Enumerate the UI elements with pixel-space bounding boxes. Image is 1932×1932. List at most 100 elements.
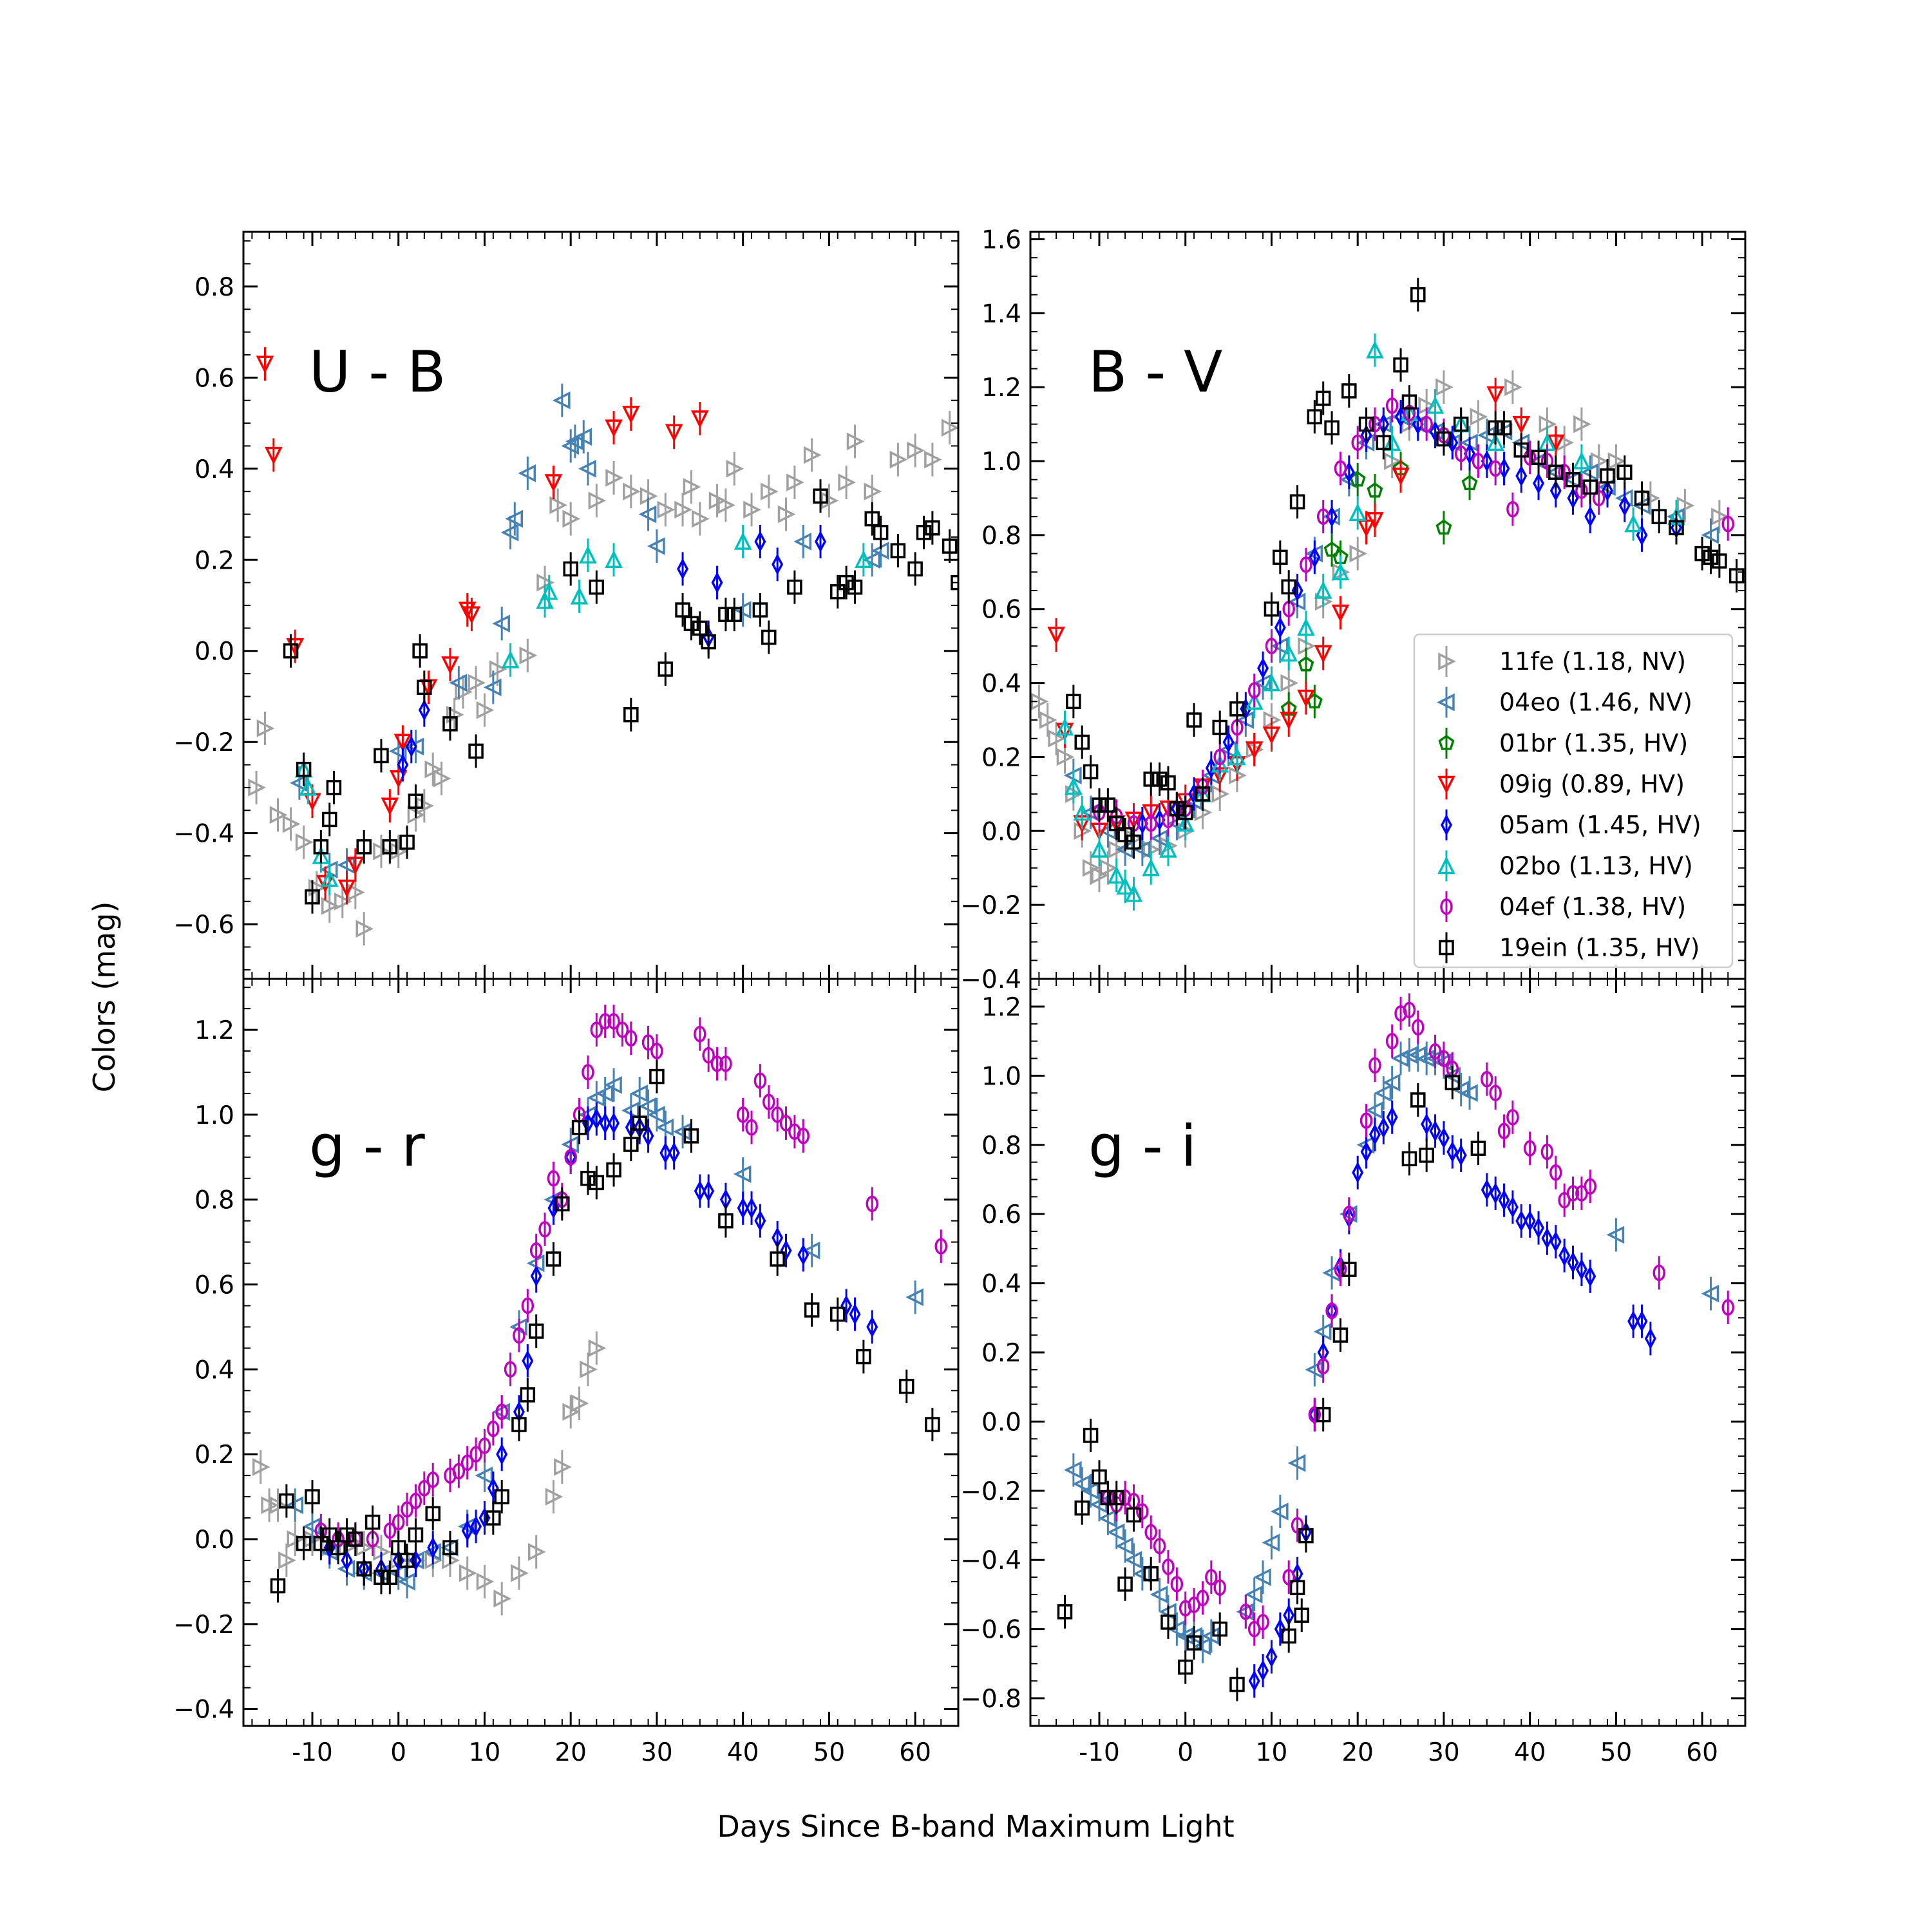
- panel-label-ub: U - B: [309, 339, 446, 405]
- data-point-11fe: [941, 419, 958, 437]
- data-point-04ef: [1721, 1299, 1735, 1316]
- data-point-11fe: [334, 892, 352, 911]
- data-point-05am: [694, 1180, 706, 1202]
- data-point-19ein: [864, 511, 880, 527]
- data-point-05am: [496, 1443, 508, 1465]
- data-point-19ein: [873, 525, 889, 540]
- legend-marker-09ig: [1437, 775, 1455, 794]
- data-point-04eo: [285, 1496, 303, 1515]
- data-point-09ig: [1047, 627, 1065, 645]
- data-point-04eo: [1305, 1361, 1323, 1379]
- data-point-11fe: [390, 842, 408, 860]
- data-point-11fe: [674, 500, 692, 519]
- data-point-05am: [1360, 424, 1372, 446]
- y-tick-label: 1.2: [194, 1016, 234, 1045]
- data-point-19ein: [1083, 1428, 1099, 1443]
- data-point-02bo: [501, 650, 520, 668]
- data-point-11fe: [416, 797, 434, 815]
- data-point-19ein: [1281, 1628, 1296, 1644]
- data-point-19ein: [390, 1540, 406, 1555]
- data-point-19ein: [1453, 416, 1469, 432]
- data-point-11fe: [287, 1530, 305, 1548]
- data-point-19ein: [1513, 442, 1530, 458]
- data-point-11fe: [588, 1339, 607, 1358]
- data-point-02bo: [1245, 692, 1264, 710]
- data-point-19ein: [649, 1068, 665, 1084]
- data-point-11fe: [527, 1542, 546, 1561]
- legend-marker-11fe: [1438, 652, 1456, 670]
- y-tick-label: 0.6: [194, 1271, 234, 1300]
- x-tick-label: 20: [1341, 1738, 1374, 1767]
- data-point-09ig: [1392, 468, 1410, 486]
- y-tick-label: 0.6: [194, 364, 234, 393]
- data-point-11fe: [820, 491, 839, 510]
- data-point-19ein: [296, 761, 312, 777]
- series-19ein: [283, 479, 958, 914]
- data-point-02bo: [1142, 858, 1160, 876]
- data-point-19ein: [692, 620, 708, 636]
- data-point-19ein: [330, 1540, 346, 1555]
- data-point-19ein: [1177, 1659, 1193, 1675]
- data-point-04eo: [574, 428, 592, 446]
- data-point-04ef: [1308, 1406, 1321, 1423]
- data-point-04ef: [771, 1106, 784, 1123]
- y-tick-label: 0.4: [981, 670, 1021, 699]
- data-point-04ef: [392, 1513, 405, 1531]
- panel-label-bv: B - V: [1088, 339, 1222, 405]
- data-point-04ef: [529, 1242, 543, 1259]
- data-point-04eo: [905, 1288, 923, 1307]
- data-point-19ein: [1401, 1151, 1417, 1167]
- data-point-05am: [1429, 1120, 1441, 1142]
- data-point-11fe: [692, 509, 710, 528]
- data-point-19ein: [1634, 490, 1650, 506]
- data-point-19ein: [1728, 568, 1745, 583]
- data-point-19ein: [365, 1514, 381, 1530]
- data-point-01br: [1298, 656, 1314, 672]
- data-point-05am: [1360, 1141, 1372, 1163]
- data-point-11fe: [433, 769, 451, 788]
- data-point-04ef: [1334, 460, 1347, 477]
- data-point-11fe: [511, 1564, 529, 1582]
- data-point-19ein: [1143, 1566, 1159, 1582]
- data-point-04ef: [1188, 1596, 1200, 1613]
- data-point-09ig: [462, 606, 481, 625]
- legend-item-04ef: 04ef (1.38, HV): [1440, 891, 1686, 922]
- data-point-05am: [591, 1108, 603, 1130]
- data-point-11fe: [571, 1394, 589, 1412]
- y-tick-label: 1.4: [981, 299, 1021, 328]
- data-point-19ein: [899, 1378, 914, 1394]
- data-point-11fe: [717, 496, 735, 515]
- data-point-04ef: [418, 1480, 431, 1497]
- data-point-11fe: [864, 482, 882, 501]
- data-point-05am: [1378, 1117, 1390, 1139]
- x-axis-label: Days Since B-band Maximum Light: [717, 1809, 1234, 1844]
- data-point-05am: [1490, 1182, 1502, 1204]
- data-point-09ig: [337, 879, 356, 898]
- data-point-05am: [746, 1197, 758, 1219]
- data-point-04eo: [802, 1241, 820, 1260]
- data-point-19ein: [830, 1306, 846, 1322]
- data-point-19ein: [1332, 1327, 1349, 1343]
- data-point-05am: [1506, 1196, 1519, 1218]
- data-point-04ef: [1489, 460, 1502, 477]
- data-point-19ein: [856, 1349, 871, 1365]
- data-point-19ein: [1289, 494, 1305, 509]
- data-point-01br: [1461, 475, 1478, 491]
- data-point-11fe: [1280, 674, 1299, 692]
- data-point-19ein: [528, 1323, 544, 1339]
- y-tick-label: 0.8: [194, 273, 234, 302]
- data-point-11fe: [476, 1573, 495, 1591]
- data-point-04eo: [552, 391, 571, 410]
- data-point-09ig: [393, 734, 412, 752]
- data-point-05am: [797, 1244, 810, 1266]
- data-point-19ein: [770, 1251, 785, 1267]
- y-tick-label: −0.4: [173, 1696, 234, 1725]
- data-point-19ein: [442, 716, 458, 732]
- data-point-19ein: [382, 1569, 398, 1586]
- data-point-04eo: [647, 1106, 665, 1124]
- data-point-19ein: [1565, 472, 1581, 488]
- data-point-11fe: [1108, 840, 1126, 858]
- data-point-04ef: [401, 1501, 413, 1518]
- data-point-19ein: [1195, 786, 1211, 802]
- y-tick-label: −0.8: [960, 1685, 1021, 1714]
